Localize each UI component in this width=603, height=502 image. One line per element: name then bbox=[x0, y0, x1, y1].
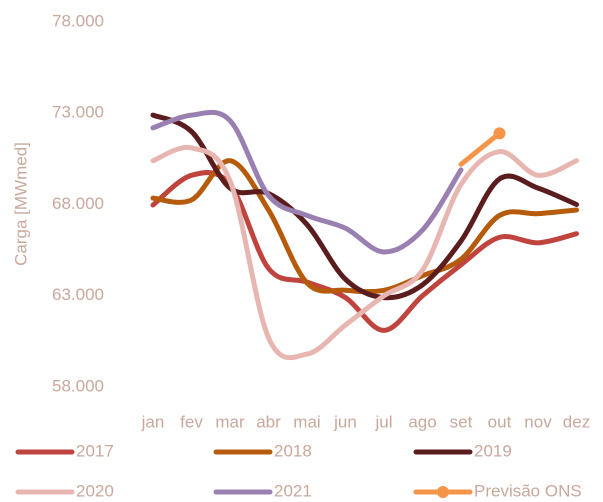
line-series bbox=[150, 170, 579, 333]
legend-label: Previsão ONS bbox=[474, 481, 582, 500]
x-tick-label: abr bbox=[256, 412, 281, 431]
x-tick-label: nov bbox=[524, 412, 552, 431]
x-tick-label: jul bbox=[374, 412, 392, 431]
x-tick-label: jan bbox=[141, 412, 165, 431]
x-tick-label: dez bbox=[563, 412, 590, 431]
line-series bbox=[150, 109, 464, 255]
x-tick-label: mai bbox=[293, 412, 320, 431]
y-tick-label: 58.000 bbox=[52, 376, 104, 395]
y-tick-label: 73.000 bbox=[52, 103, 104, 122]
x-tick-label: mar bbox=[215, 412, 245, 431]
x-tick-label: ago bbox=[408, 412, 436, 431]
line-series bbox=[150, 158, 579, 295]
y-tick-label: 68.000 bbox=[52, 194, 104, 213]
legend-label: 2019 bbox=[474, 441, 512, 460]
x-tick-label: set bbox=[450, 412, 473, 431]
legend-label: 2020 bbox=[76, 481, 114, 500]
x-tick-label: out bbox=[488, 412, 512, 431]
y-tick-label: 78.000 bbox=[52, 11, 104, 30]
legend-marker bbox=[437, 486, 449, 498]
line-series bbox=[150, 144, 579, 361]
y-tick-label: 63.000 bbox=[52, 285, 104, 304]
legend-label: 2018 bbox=[274, 441, 312, 460]
legend-label: 2017 bbox=[76, 441, 114, 460]
x-tick-label: jun bbox=[333, 412, 357, 431]
line-series bbox=[150, 112, 579, 301]
legend-label: 2021 bbox=[274, 481, 312, 500]
point-marker bbox=[493, 127, 506, 140]
y-axis-label: Carga [MWmed] bbox=[11, 142, 30, 266]
x-tick-label: fev bbox=[180, 412, 203, 431]
